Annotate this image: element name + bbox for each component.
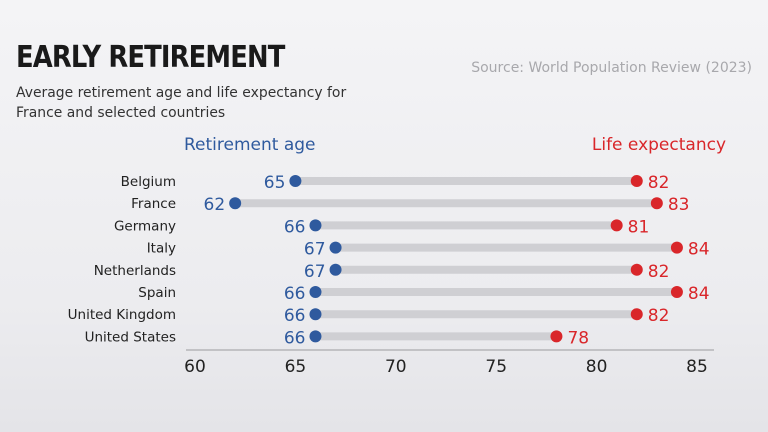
retirement-value-germany: 66 bbox=[284, 217, 306, 237]
life-value-united-states: 78 bbox=[567, 328, 589, 348]
x-tick-75: 75 bbox=[485, 357, 507, 377]
subtitle: Average retirement age and life expectan… bbox=[16, 85, 347, 121]
retirement-dot-spain bbox=[309, 286, 322, 298]
life-dot-spain bbox=[670, 286, 683, 298]
retirement-value-united-kingdom: 66 bbox=[284, 306, 306, 326]
life-dot-united-kingdom bbox=[630, 308, 643, 321]
category-label-netherlands: Netherlands bbox=[94, 263, 176, 279]
category-label-united-states: United States bbox=[85, 329, 176, 345]
life-dot-belgium bbox=[630, 175, 643, 187]
life-dot-netherlands bbox=[630, 263, 643, 276]
retirement-dot-united-states bbox=[309, 330, 322, 343]
category-label-belgium: Belgium bbox=[121, 174, 176, 190]
legend-life-expectancy: Life expectancy bbox=[591, 135, 726, 155]
retirement-dot-france bbox=[229, 197, 242, 210]
retirement-dot-netherlands bbox=[329, 263, 342, 276]
category-label-germany: Germany bbox=[114, 218, 176, 234]
retirement-value-italy: 67 bbox=[304, 240, 326, 260]
legend-retirement-age: Retirement age bbox=[184, 135, 316, 155]
x-tick-80: 80 bbox=[586, 357, 608, 377]
retirement-value-spain: 66 bbox=[284, 284, 306, 304]
life-value-spain: 84 bbox=[688, 284, 710, 304]
life-value-germany: 81 bbox=[628, 217, 650, 237]
category-label-france: France bbox=[131, 196, 176, 212]
retirement-value-france: 62 bbox=[204, 195, 226, 215]
category-label-united-kingdom: United Kingdom bbox=[68, 307, 176, 323]
life-value-italy: 84 bbox=[688, 240, 710, 260]
title: EARLY RETIREMENT bbox=[16, 40, 285, 75]
life-value-france: 83 bbox=[668, 195, 690, 215]
x-tick-85: 85 bbox=[686, 357, 708, 377]
source-note: Source: World Population Review (2023) bbox=[471, 60, 752, 76]
retirement-dot-united-kingdom bbox=[309, 308, 322, 321]
life-value-netherlands: 82 bbox=[648, 262, 670, 282]
life-value-belgium: 82 bbox=[648, 173, 670, 193]
category-label-spain: Spain bbox=[138, 285, 176, 301]
retirement-value-belgium: 65 bbox=[264, 173, 286, 193]
retirement-dot-belgium bbox=[289, 175, 302, 187]
life-dot-france bbox=[650, 197, 663, 210]
life-dot-united-states bbox=[550, 330, 563, 343]
life-value-united-kingdom: 82 bbox=[648, 306, 670, 326]
retirement-dot-germany bbox=[309, 219, 322, 232]
life-dot-germany bbox=[610, 219, 623, 232]
x-tick-60: 60 bbox=[184, 357, 206, 377]
x-tick-70: 70 bbox=[385, 357, 407, 377]
category-label-italy: Italy bbox=[147, 241, 176, 257]
x-tick-65: 65 bbox=[285, 357, 307, 377]
retirement-dot-italy bbox=[329, 241, 342, 254]
life-dot-italy bbox=[670, 241, 683, 254]
retirement-value-united-states: 66 bbox=[284, 328, 306, 348]
retirement-value-netherlands: 67 bbox=[304, 262, 326, 282]
